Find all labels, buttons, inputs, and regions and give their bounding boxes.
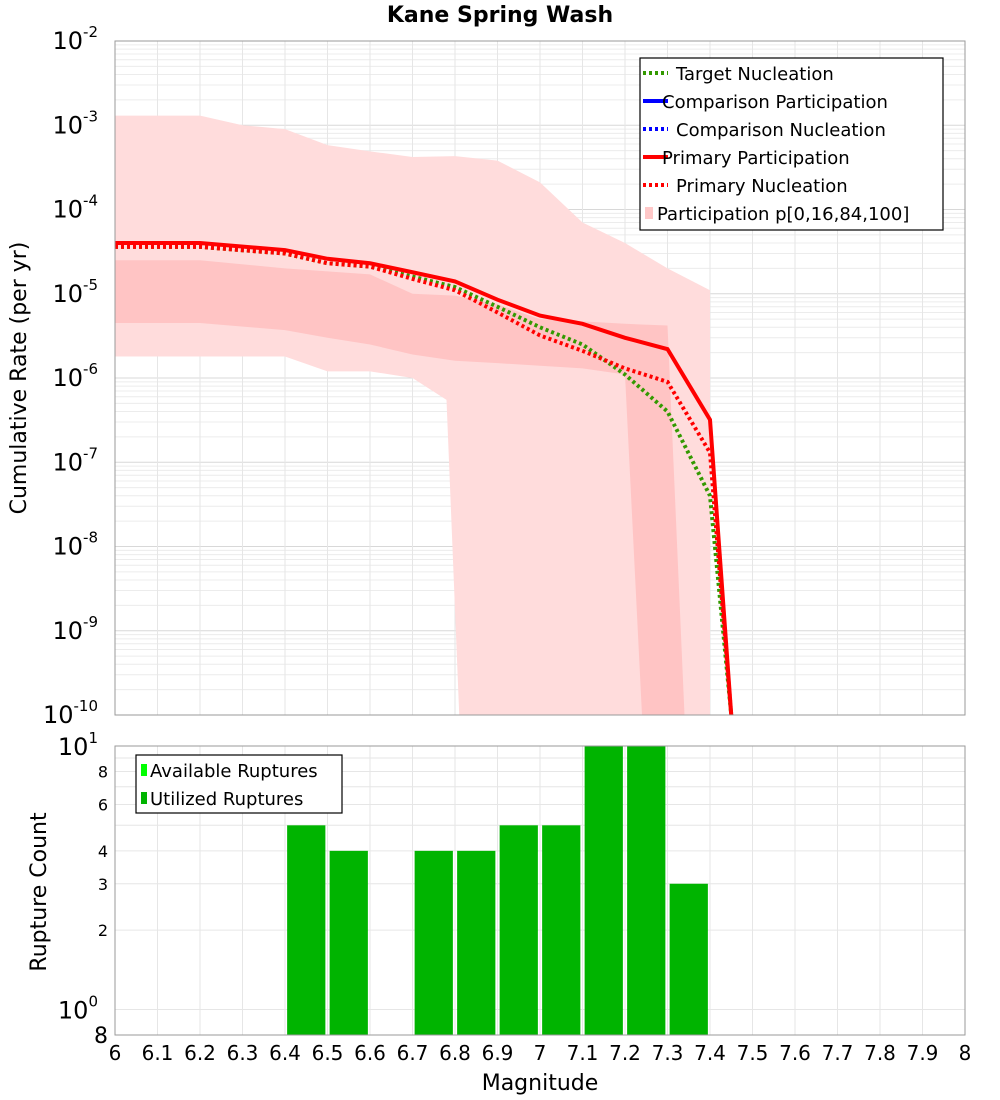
legend-label: Participation p[0,16,84,100] bbox=[657, 204, 909, 225]
bottom-legend-box bbox=[135, 754, 343, 814]
legend-label: Utilized Ruptures bbox=[150, 789, 303, 810]
series-primary-nucleation bbox=[115, 244, 734, 716]
x-ticks: 6 6.1 6.2 6.3 6.4 6.5 6.6 6.7 6.8 6.9 7 7.1 7.2 7.3 7.… bbox=[109, 1041, 972, 1065]
bottom-y-tick-label: 8 bbox=[94, 1024, 108, 1049]
legend-swatch bbox=[141, 764, 147, 776]
x-tick-label: 7.7 bbox=[822, 1041, 854, 1065]
legend-label: Comparison Participation bbox=[662, 92, 888, 113]
top-y-tick-label: 10-3 bbox=[52, 107, 98, 139]
top-y-tick-label: 10-10 bbox=[43, 697, 98, 729]
legend-swatch bbox=[141, 792, 147, 804]
bottom-y-tick-label: 100 bbox=[58, 992, 98, 1024]
x-tick-label: 6.7 bbox=[397, 1041, 429, 1065]
top-y-tick-label: 10-8 bbox=[52, 529, 98, 561]
x-tick-label: 6.5 bbox=[312, 1041, 344, 1065]
bar bbox=[329, 850, 368, 1035]
bottom-plot-frame bbox=[114, 745, 966, 1036]
bar bbox=[542, 825, 581, 1035]
top-y-tick-label: 10-4 bbox=[52, 192, 98, 224]
top-y-tick-label: 10-5 bbox=[52, 276, 98, 308]
top-legend-box bbox=[639, 57, 944, 231]
top-plot-frame bbox=[114, 40, 966, 716]
x-tick-label: 6.3 bbox=[227, 1041, 259, 1065]
chart-title: Kane Spring Wash bbox=[387, 3, 613, 28]
x-tick-label: 6.4 bbox=[269, 1041, 301, 1065]
legend-label: Comparison Nucleation bbox=[676, 120, 886, 141]
x-axis-label: Magnitude bbox=[482, 1071, 599, 1096]
bar bbox=[627, 746, 666, 1035]
bar bbox=[414, 850, 453, 1035]
top-y-tick-label: 10-6 bbox=[52, 360, 98, 392]
band-p16-p84 bbox=[115, 260, 685, 715]
bottom-legend: Available Ruptures Utilized Ruptures bbox=[135, 754, 343, 814]
legend-label: Available Ruptures bbox=[150, 761, 318, 782]
bottom-y-tick-label: 8 bbox=[98, 763, 108, 782]
legend-swatch-band bbox=[645, 207, 653, 219]
bottom-y-tick-label: 6 bbox=[98, 795, 108, 814]
x-tick-label: 8 bbox=[959, 1041, 972, 1065]
bottom-y-tick-label: 3 bbox=[98, 875, 108, 894]
participation-bands bbox=[115, 115, 710, 716]
bar bbox=[457, 850, 496, 1035]
top-y-axis-label: Cumulative Rate (per yr) bbox=[7, 242, 32, 515]
x-tick-label: 7.3 bbox=[652, 1041, 684, 1065]
bar bbox=[499, 825, 538, 1035]
x-tick-label: 7.1 bbox=[567, 1041, 599, 1065]
x-tick-label: 7 bbox=[534, 1041, 547, 1065]
x-tick-label: 7.5 bbox=[737, 1041, 769, 1065]
band-p0-p100 bbox=[115, 115, 710, 716]
bottom-y-tick-label: 4 bbox=[98, 842, 108, 861]
legend-label: Primary Participation bbox=[662, 148, 850, 169]
x-tick-label: 6 bbox=[109, 1041, 122, 1065]
legend-label: Target Nucleation bbox=[675, 64, 834, 85]
rupture-bars bbox=[287, 746, 708, 1035]
series-target-nucleation bbox=[115, 244, 734, 716]
series-primary-participation bbox=[115, 241, 734, 716]
x-tick-label: 7.6 bbox=[779, 1041, 811, 1065]
bar bbox=[584, 746, 623, 1035]
rate-lines bbox=[115, 241, 734, 716]
x-tick-label: 7.2 bbox=[609, 1041, 641, 1065]
bottom-y-tick-label: 2 bbox=[98, 921, 108, 940]
x-tick-label: 7.9 bbox=[907, 1041, 939, 1065]
x-tick-label: 6.8 bbox=[439, 1041, 471, 1065]
x-tick-label: 7.8 bbox=[864, 1041, 896, 1065]
x-tick-label: 6.2 bbox=[184, 1041, 216, 1065]
top-y-tick-label: 10-7 bbox=[52, 444, 98, 476]
x-tick-label: 6.6 bbox=[354, 1041, 386, 1065]
bottom-y-tick-label: 101 bbox=[58, 729, 98, 761]
top-y-ticks: 10-2 10-3 10-4 10-5 10-6 10-7 10-8 10-9 10-10 bbox=[43, 23, 98, 729]
x-tick-label: 7.4 bbox=[694, 1041, 726, 1065]
legend-label: Primary Nucleation bbox=[676, 176, 848, 197]
top-y-tick-label: 10-2 bbox=[52, 23, 98, 55]
x-tick-label: 6.9 bbox=[482, 1041, 514, 1065]
x-tick-label: 6.1 bbox=[142, 1041, 174, 1065]
bar bbox=[669, 883, 708, 1035]
top-legend: Target Nucleation Comparison Participatio… bbox=[639, 57, 944, 231]
bar bbox=[287, 825, 326, 1035]
top-y-tick-label: 10-9 bbox=[52, 613, 98, 645]
bottom-y-axis-label: Rupture Count bbox=[27, 812, 52, 972]
